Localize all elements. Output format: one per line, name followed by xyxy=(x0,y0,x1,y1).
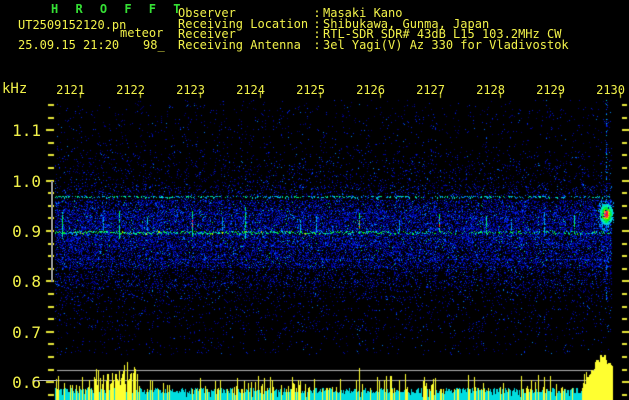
time-axis-label: 2126 xyxy=(356,83,385,97)
time-axis-label: 2123 xyxy=(176,83,205,97)
info-separator: : xyxy=(313,16,321,31)
info-row: Receiver: RTL-SDR SDR# 43dB L15 103.2MHz … xyxy=(178,27,561,41)
freq-axis-label: 0.9 xyxy=(12,222,41,241)
freq-axis-label: 1.1 xyxy=(12,121,41,140)
info-label: Receiving Location xyxy=(178,16,309,31)
info-separator: : xyxy=(313,6,321,20)
freq-axis-label: 0.7 xyxy=(12,323,41,342)
app-title: H R O F F T xyxy=(51,2,186,16)
datetime-label: 25.09.15 21:20 xyxy=(18,38,120,52)
info-label: Receiving Antenna xyxy=(178,38,301,53)
time-axis-label: 2122 xyxy=(116,83,145,97)
info-label: Observer xyxy=(178,6,236,20)
mode-label: meteor xyxy=(120,26,164,40)
time-axis-label: 2121 xyxy=(56,83,85,97)
time-axis-label: 2130 xyxy=(596,83,625,97)
time-axis-label: 2124 xyxy=(236,83,265,97)
info-label: Receiver xyxy=(178,27,236,42)
info-value: RTL-SDR SDR# 43dB L15 103.2MHz CW xyxy=(323,27,562,42)
time-axis-label: 2125 xyxy=(296,83,325,97)
info-value: Shibukawa, Gunma, Japan xyxy=(323,16,490,31)
info-separator: : xyxy=(313,38,321,53)
info-separator: : xyxy=(313,27,321,42)
freq-axis-label: 0.6 xyxy=(12,373,41,392)
info-row: Observer: Masaki Kano xyxy=(178,6,402,20)
time-axis-label: 2128 xyxy=(476,83,505,97)
freq-axis-label: 1.0 xyxy=(12,172,41,191)
time-axis-label: 2127 xyxy=(416,83,445,97)
info-value: Masaki Kano xyxy=(323,6,403,20)
freq-unit-label: kHz xyxy=(2,81,28,97)
info-row: Receiving Antenna:3el Yagi(V) Az 330 for… xyxy=(178,38,569,52)
level-line-stub xyxy=(33,380,57,381)
counter-label: 98_ xyxy=(143,38,165,52)
time-axis-label: 2129 xyxy=(536,83,565,97)
info-value: 3el Yagi(V) Az 330 for Vladivostok xyxy=(323,38,569,53)
noise-band-indicator xyxy=(51,181,53,282)
filename-label: UT2509152120.pn xyxy=(18,18,127,32)
info-row: Receiving Location: Shibukawa, Gunma, Jap… xyxy=(178,17,489,31)
freq-axis-label: 0.8 xyxy=(12,272,41,291)
